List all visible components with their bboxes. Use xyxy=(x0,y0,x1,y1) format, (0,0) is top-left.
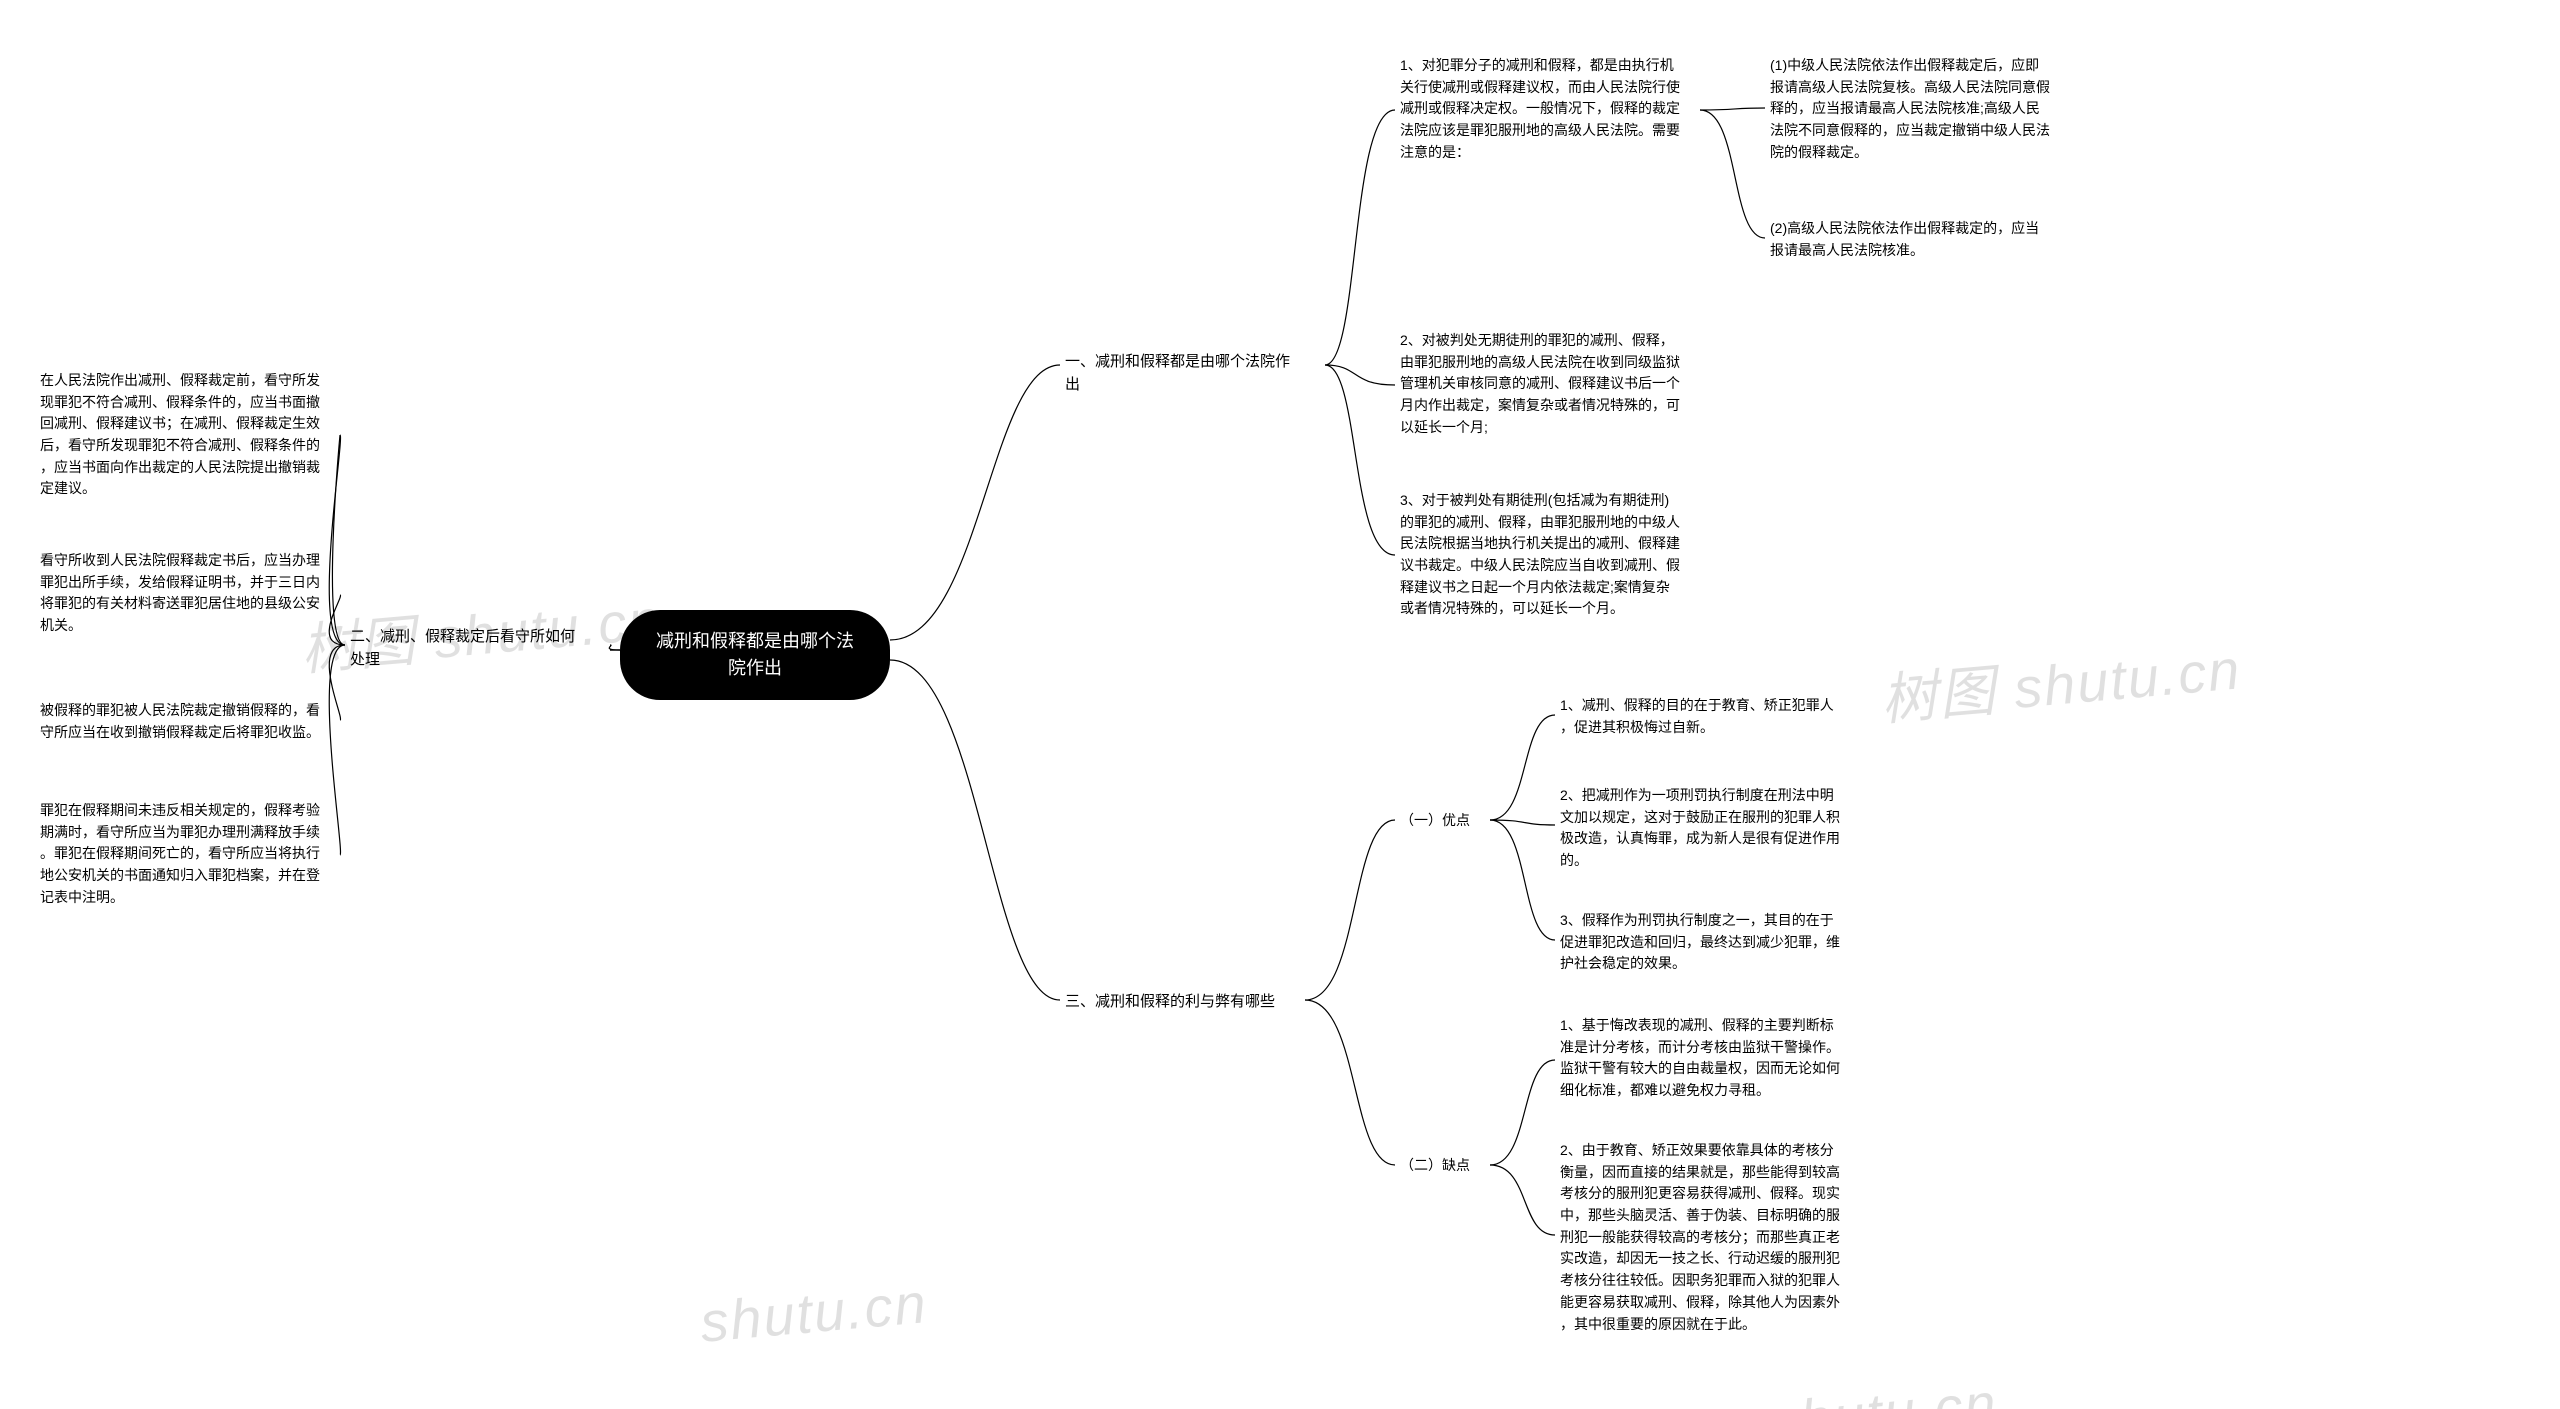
mindmap-canvas: 减刑和假释都是由哪个法院作出 一、减刑和假释都是由哪个法院作出 1、对犯罪分子的… xyxy=(0,0,2560,1409)
connectors-layer xyxy=(0,0,2560,1409)
branch-3-label: 三、减刑和假释的利与弊有哪些 xyxy=(1065,990,1305,1013)
watermark: shutu.cn xyxy=(698,1270,931,1355)
b3-adv-a3: 3、假释作为刑罚执行制度之一，其目的在于促进罪犯改造和回归，最终达到减少犯罪，维… xyxy=(1560,910,1860,975)
b1-c1-d2: (2)高级人民法院依法作出假释裁定的，应当报请最高人民法院核准。 xyxy=(1770,218,2070,261)
b3-dis-d1: 1、基于悔改表现的减刑、假释的主要判断标准是计分考核，而计分考核由监狱干警操作。… xyxy=(1560,1015,1860,1102)
b3-dis-d2: 2、由于教育、矫正效果要依靠具体的考核分衡量，因而直接的结果就是，那些能得到较高… xyxy=(1560,1140,1870,1335)
b1-c2: 2、对被判处无期徒刑的罪犯的减刑、假释，由罪犯服刑地的高级人民法院在收到同级监狱… xyxy=(1400,330,1700,438)
b1-c1-d1: (1)中级人民法院依法作出假释裁定后，应即报请高级人民法院复核。高级人民法院同意… xyxy=(1770,55,2070,163)
b3-adv-label: （一）优点 xyxy=(1400,810,1490,832)
b2-c3: 被假释的罪犯被人民法院裁定撤销假释的，看守所应当在收到撤销假释裁定后将罪犯收监。 xyxy=(40,700,340,743)
b2-c1: 在人民法院作出减刑、假释裁定前，看守所发现罪犯不符合减刑、假释条件的，应当书面撤… xyxy=(40,370,340,500)
branch-1-label: 一、减刑和假释都是由哪个法院作出 xyxy=(1065,350,1325,397)
center-node: 减刑和假释都是由哪个法院作出 xyxy=(620,610,890,700)
b3-dis-label: （二）缺点 xyxy=(1400,1155,1490,1177)
b1-c1: 1、对犯罪分子的减刑和假释，都是由执行机关行使减刑或假释建议权，而由人民法院行使… xyxy=(1400,55,1700,163)
b2-c4: 罪犯在假释期间未违反相关规定的，假释考验期满时，看守所应当为罪犯办理刑满释放手续… xyxy=(40,800,340,908)
branch-2-label: 二、减刑、假释裁定后看守所如何处理 xyxy=(350,625,610,672)
watermark: 树图 shutu.cn xyxy=(1877,624,2244,736)
b1-c3: 3、对于被判处有期徒刑(包括减为有期徒刑)的罪犯的减刑、假释，由罪犯服刑地的中级… xyxy=(1400,490,1700,620)
b3-adv-a2: 2、把减刑作为一项刑罚执行制度在刑法中明文加以规定，这对于鼓励正在服刑的犯罪人积… xyxy=(1560,785,1860,872)
b3-adv-a1: 1、减刑、假释的目的在于教育、矫正犯罪人，促进其积极悔过自新。 xyxy=(1560,695,1860,738)
watermark: shutu.cn xyxy=(1768,1370,2001,1409)
b2-c2: 看守所收到人民法院假释裁定书后，应当办理罪犯出所手续，发给假释证明书，并于三日内… xyxy=(40,550,340,637)
